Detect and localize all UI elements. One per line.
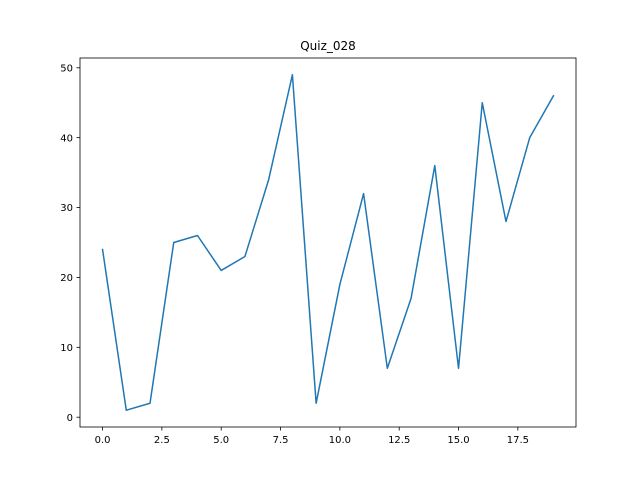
y-tick-label: 10 — [60, 343, 73, 354]
y-tick-label: 0 — [67, 413, 73, 424]
plot-area: 0.0 2.5 5.0 7.5 10.0 12.5 15.0 17.5 0 10 20 30 40 50 — [60, 57, 577, 446]
axes-frame — [79, 57, 577, 428]
x-tick-label: 2.5 — [154, 435, 170, 446]
x-tick-label: 7.5 — [273, 435, 289, 446]
x-tick-label: 5.0 — [213, 435, 229, 446]
y-tick-label: 50 — [60, 63, 73, 74]
x-tick-label: 15.0 — [447, 435, 469, 446]
y-tick-label: 20 — [60, 273, 73, 284]
series-line — [101, 74, 555, 411]
y-tick-label: 30 — [60, 203, 73, 214]
y-tick-label: 40 — [60, 133, 73, 144]
chart-title: Quiz_028 — [300, 39, 356, 53]
x-tick-label: 0.0 — [95, 435, 111, 446]
x-tick-label: 12.5 — [388, 435, 410, 446]
x-tick-label: 10.0 — [329, 435, 351, 446]
x-tick-label: 17.5 — [507, 435, 529, 446]
